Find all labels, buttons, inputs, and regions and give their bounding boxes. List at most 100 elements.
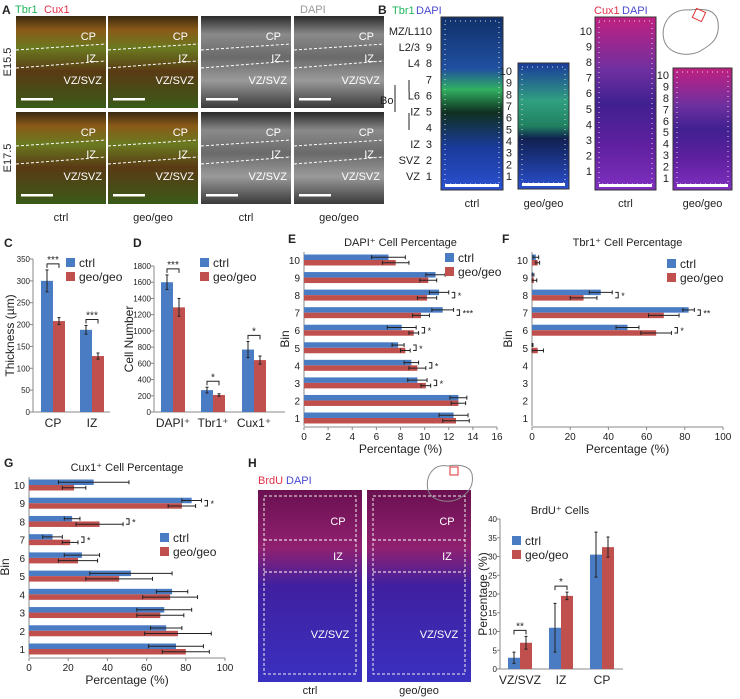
micrograph-image — [367, 490, 471, 682]
x-tick-label: IZ — [87, 416, 98, 430]
bin-number: 2 — [586, 150, 592, 162]
y-tick-label: 1800 — [133, 262, 151, 271]
micrograph-image — [594, 16, 657, 191]
significance-bracket — [451, 291, 456, 299]
bar-ctrl — [29, 588, 173, 595]
y-tick-label: 35 — [488, 534, 497, 543]
scale-bar — [677, 184, 728, 187]
y-tick-label: 5 — [522, 344, 528, 355]
bin-number: 1 — [663, 173, 669, 185]
significance-bracket — [433, 379, 438, 387]
boundary-line — [200, 139, 292, 147]
region-label-iz: IZ — [178, 53, 188, 65]
x-tick-label: 0 — [26, 663, 32, 674]
y-tick-label: 0 — [493, 665, 498, 674]
bin-number: 4 — [426, 123, 432, 135]
scale-bar — [206, 98, 238, 101]
x-tick-label: VZ/SVZ — [499, 673, 541, 687]
bin-number: 4 — [663, 139, 669, 151]
significance-bracket — [126, 518, 130, 525]
panel-label-g: G — [4, 456, 13, 470]
significance-bracket — [247, 334, 261, 340]
panel-label-c: C — [4, 236, 13, 250]
chart-title: BrdU⁺ Cells — [531, 505, 590, 517]
bin-number: 2 — [426, 155, 432, 167]
bar-ctrl — [201, 390, 213, 412]
x-axis-label: Percentage (%) — [85, 673, 168, 687]
y-tick-label: 2 — [522, 396, 528, 407]
bin-number: 6 — [506, 113, 512, 125]
region-label-vzsvz: VZ/SVZ — [341, 75, 380, 87]
bar-ctrl — [29, 534, 53, 540]
y-tick-label: 4 — [294, 361, 300, 372]
legend-label-geo: geo/geo — [79, 270, 123, 284]
age-label: E15.5 — [2, 48, 14, 77]
region-label-vzsvz: VZ/SVZ — [341, 171, 380, 183]
legend-label-geo: geo/geo — [525, 548, 569, 562]
bar-ctrl — [161, 282, 173, 412]
y-tick-label: 10 — [289, 256, 301, 267]
bar-geo — [304, 260, 396, 266]
boundary-line — [200, 156, 292, 165]
y-axis-label: Bin — [501, 330, 515, 347]
micrograph-image — [672, 67, 733, 191]
bin-number: 7 — [426, 74, 432, 86]
bar-geo — [29, 594, 171, 600]
genotype-label: geo/geo — [524, 198, 564, 210]
chart-C: 0 50 100 150 200 250 300 350 Thickness (µm) CP ***… — [3, 255, 110, 430]
bar-ctrl — [304, 342, 399, 348]
y-tick-label: 6 — [19, 554, 25, 565]
y-tick-label: 7 — [19, 536, 25, 547]
legend-swatch-ctrl — [66, 258, 75, 267]
bar-geo — [29, 521, 100, 527]
genotype-label: geo/geo — [683, 198, 723, 210]
y-tick-label: 5 — [294, 344, 300, 355]
scale-bar — [445, 184, 499, 187]
micrograph-a: CP IZ VZ/SVZ — [293, 112, 385, 204]
y-tick-label: 3 — [522, 379, 528, 390]
scale-bar — [113, 194, 145, 197]
micrograph-b — [440, 16, 504, 191]
bin-number: 4 — [506, 136, 512, 148]
x-tick-label: 10 — [419, 432, 431, 443]
bin-number: 7 — [586, 73, 592, 85]
y-tick-label: 100 — [17, 364, 31, 373]
boundary-line — [107, 156, 199, 165]
panel-label-h: H — [248, 456, 257, 470]
significance-marker: * — [680, 326, 684, 336]
bar-geo — [532, 260, 538, 266]
y-tick-label: 250 — [17, 299, 31, 308]
x-tick-label: Cux1⁺ — [237, 416, 271, 430]
y-tick-label: 50 — [21, 386, 30, 395]
significance-marker: * — [210, 499, 214, 509]
scale-bar — [21, 98, 53, 101]
x-tick-label: 60 — [141, 663, 153, 674]
layer-label: IZ — [410, 139, 420, 151]
bin-number: 1 — [426, 171, 432, 183]
micrograph-image — [440, 16, 504, 191]
bar-ctrl — [304, 412, 454, 418]
region-label-cp: CP — [173, 127, 188, 139]
region-label-iz: IZ — [86, 149, 96, 161]
bar-geo — [29, 612, 161, 619]
bar-geo — [304, 382, 426, 389]
x-tick-label: 80 — [679, 432, 691, 443]
bin-number: 2 — [663, 162, 669, 174]
region-label-iz: IZ — [364, 149, 374, 161]
bin-number: 1 — [506, 171, 512, 183]
region-label-iz: IZ — [86, 53, 96, 65]
genotype-label: ctrl — [54, 212, 69, 224]
significance-marker: * — [419, 344, 423, 354]
significance-marker: *** — [47, 255, 59, 266]
micrograph-a: CP IZ VZ/SVZ — [200, 16, 292, 108]
legend-label-geo: geo/geo — [173, 545, 217, 559]
y-tick-label: 10 — [14, 481, 26, 492]
y-tick-label: 400 — [138, 376, 152, 385]
bar-geo — [29, 503, 182, 509]
bar-geo — [254, 360, 266, 412]
bar-ctrl — [304, 307, 443, 313]
y-tick-label: 30 — [488, 553, 497, 562]
